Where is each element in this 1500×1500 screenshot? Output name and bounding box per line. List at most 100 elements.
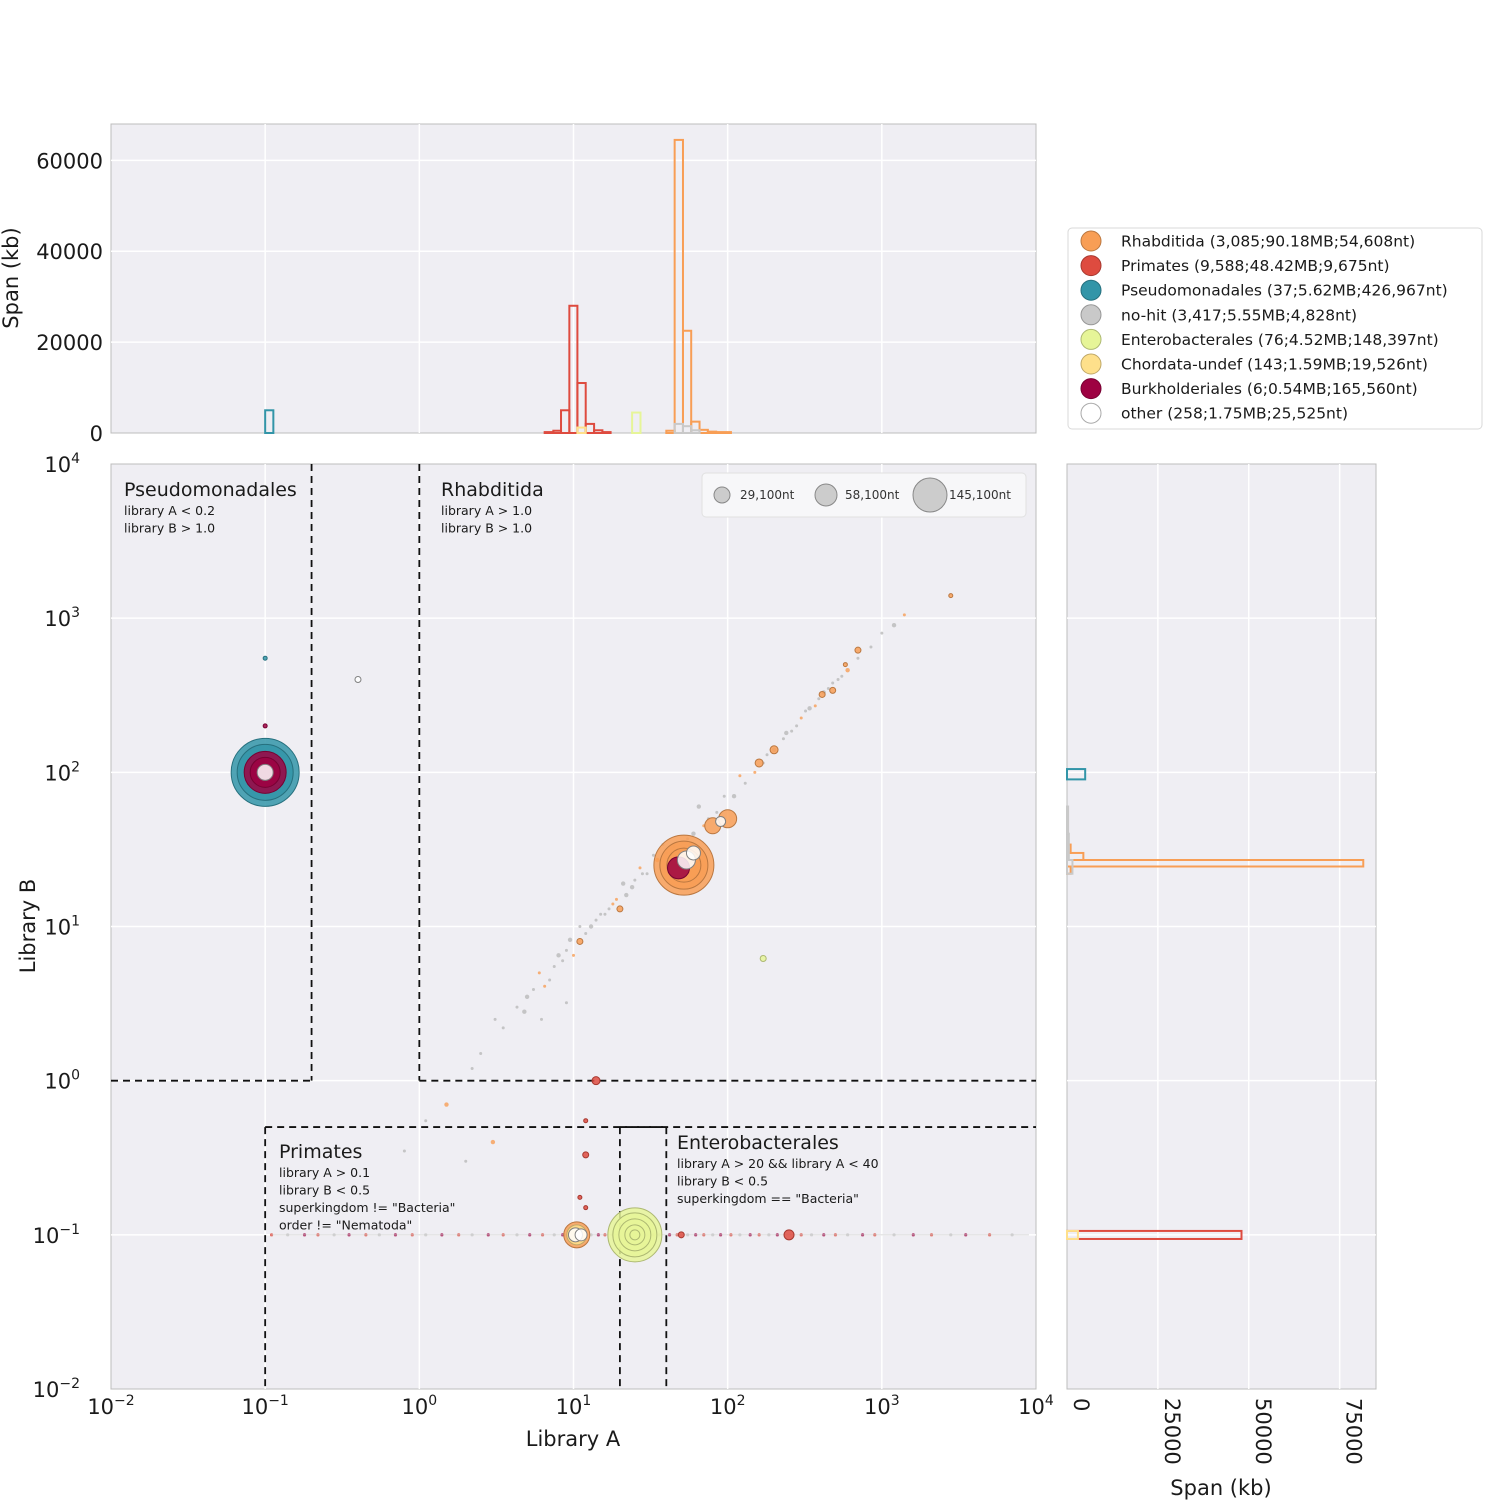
legend-marker [1080, 402, 1102, 424]
top-histogram-bar [568, 304, 579, 434]
size-legend-label: 145,100nt [949, 488, 1011, 502]
bubble-point [783, 1229, 795, 1241]
bubble-point [577, 1194, 583, 1200]
size-legend: 29,100nt 58,100nt 145,100nt [701, 472, 1027, 518]
right-histogram-bar [1066, 768, 1087, 781]
scatter-point [531, 988, 535, 992]
scatter-point [891, 623, 897, 628]
scatter-point [845, 667, 850, 673]
scatter-point [651, 853, 655, 857]
scatter-point [790, 729, 794, 733]
bubble-point [829, 686, 837, 694]
region-rule: superkingdom == "Bacteria" [677, 1191, 859, 1206]
region-rule: library B < 0.5 [279, 1183, 370, 1198]
scatter-point [479, 1052, 483, 1056]
scatter-point [817, 697, 821, 701]
bubble-point [256, 763, 274, 781]
scatter-point [869, 645, 873, 649]
scatter-point [633, 878, 637, 882]
right-histogram-bar [1066, 1229, 1079, 1240]
scatter-point [493, 1017, 497, 1021]
scatter-point [464, 1159, 468, 1163]
right-histogram: 0 25000 50000 75000 Span (kb) [1066, 463, 1377, 1500]
y-tick-label: 103 [44, 605, 80, 631]
scatter-point [578, 925, 582, 928]
bubble-point [759, 955, 767, 963]
bubble-point [262, 723, 268, 729]
top-histogram-bar [631, 411, 642, 435]
size-legend-marker [814, 483, 838, 507]
scatter-point [564, 948, 568, 952]
legend: Rhabditida (3,085;90.18MB;54,608nt) Prima… [1067, 227, 1483, 430]
scatter-point [831, 681, 835, 685]
scatter-point [624, 892, 629, 898]
scatter-point [584, 932, 588, 936]
y-tick-label: 10−2 [33, 1376, 80, 1402]
bubble-point [583, 1118, 589, 1124]
scatter-point [424, 1119, 428, 1123]
main-x-ticks: 10−2 10−1 100 101 102 103 104 [87, 1393, 1054, 1419]
y-axis-label: Library B [16, 879, 40, 974]
bubble-point [677, 1231, 685, 1239]
scatter-point [522, 1009, 527, 1014]
region-title: Pseudomonadales [124, 479, 297, 501]
bubble-point [616, 905, 624, 913]
legend-label: Enterobacterales (76;4.52MB;148,397nt) [1121, 331, 1439, 349]
legend-label: Primates (9,588;48.42MB;9,675nt) [1121, 257, 1390, 275]
scatter-point [588, 924, 594, 929]
scatter-point [607, 907, 611, 911]
bubble-point [262, 655, 268, 661]
legend-marker [1080, 328, 1102, 350]
bubble-point [685, 845, 701, 861]
region-rule: library A > 0.1 [279, 1165, 370, 1180]
scatter-point [691, 831, 696, 836]
scatter-point [715, 810, 719, 814]
scatter-point [765, 753, 769, 757]
region-rule: order != "Nematoda" [279, 1218, 412, 1233]
scatter-point [840, 674, 844, 678]
bubble-point [754, 758, 764, 768]
main-y-ticks: 10−2 10−1 100 101 102 103 104 [33, 451, 80, 1402]
right-histogram-bar [1066, 805, 1070, 835]
size-legend-items: 29,100nt 58,100nt 145,100nt [713, 477, 1011, 513]
scatter-point [564, 1001, 568, 1005]
region-title: Primates [279, 1141, 362, 1163]
scatter-point [784, 730, 789, 736]
bubble-point [948, 593, 954, 599]
region-rule: library A > 1.0 [441, 503, 532, 518]
bubble-point [591, 1076, 601, 1086]
scatter-point [795, 724, 799, 728]
scatter-point [813, 704, 817, 708]
top-histogram-bar [264, 409, 275, 435]
scatter-point [753, 770, 757, 774]
scatter-point [524, 994, 530, 999]
region-rule: superkingdom != "Bacteria" [279, 1200, 455, 1215]
scatter-point [614, 897, 618, 901]
scatter-point [572, 953, 575, 957]
y-tick-label: 10−1 [33, 1222, 80, 1248]
legend-box [1067, 227, 1483, 430]
top-histogram-y-label: Span (kb) [0, 227, 23, 328]
size-legend-label: 58,100nt [845, 488, 900, 502]
scatter-point [603, 912, 607, 916]
x-tick-label: 100 [402, 1393, 438, 1419]
region-title: Enterobacterales [677, 1132, 839, 1154]
scatter-points [230, 593, 1029, 1263]
scatter-point [515, 1005, 519, 1009]
scatter-point [444, 1102, 449, 1107]
scatter-point [826, 686, 830, 690]
size-legend-box [701, 472, 1027, 518]
right-x-tick-label: 0 [1069, 1398, 1093, 1411]
bubble-point [629, 1229, 641, 1241]
right-x-tick-label: 50000 [1251, 1398, 1275, 1465]
legend-label: no-hit (3,417;5.55MB;4,828nt) [1121, 306, 1357, 324]
scatter-point [402, 1149, 406, 1153]
region-title: Rhabditida [441, 479, 544, 501]
top-histogram-bar [576, 426, 587, 434]
legend-marker [1080, 230, 1102, 252]
scatter-point [561, 959, 565, 963]
x-tick-label: 102 [710, 1393, 746, 1419]
right-histogram-bars [1066, 768, 1365, 1240]
top-histogram-bars [264, 138, 732, 435]
